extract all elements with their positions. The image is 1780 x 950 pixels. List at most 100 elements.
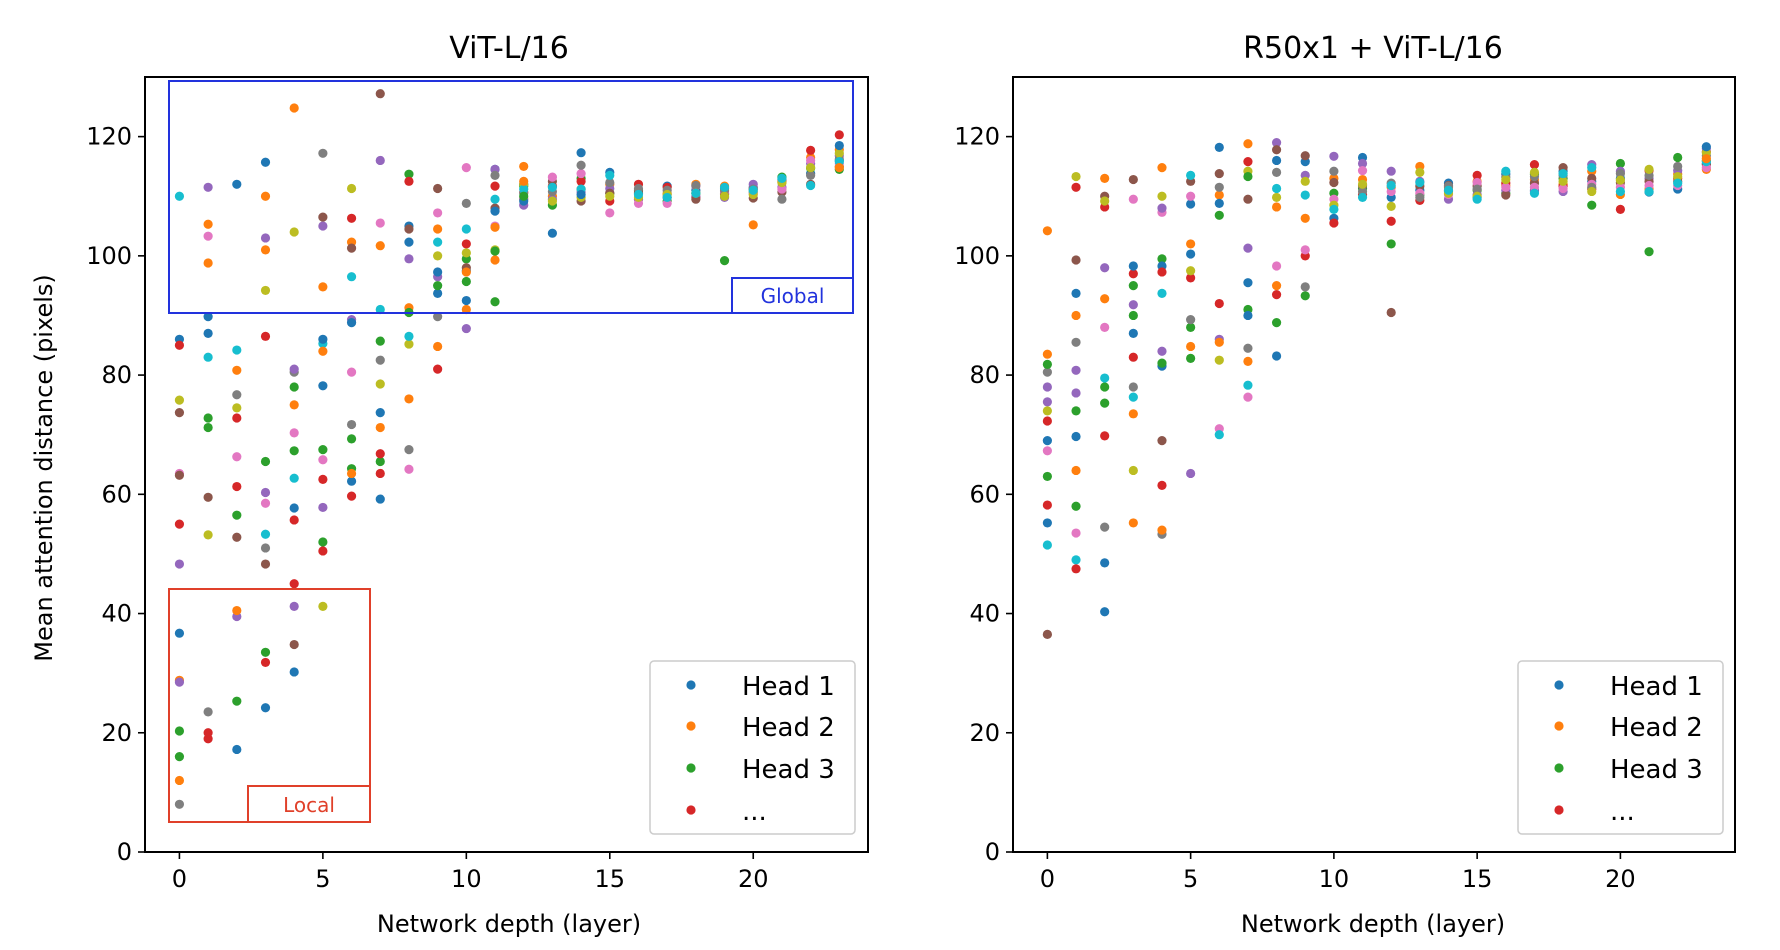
global-region-box	[168, 80, 854, 314]
right-data-point	[1271, 145, 1282, 155]
left-x-axis-label: Network depth (layer)	[377, 910, 641, 938]
left-data-point	[232, 605, 242, 616]
left-data-point	[318, 455, 328, 465]
left-data-point	[834, 148, 844, 158]
left-y-tick-label: 80	[101, 361, 132, 389]
right-data-point	[1157, 267, 1167, 277]
right-data-point	[1300, 245, 1310, 255]
left-data-point	[834, 140, 844, 151]
left-data-point	[232, 365, 242, 375]
right-data-point	[1186, 273, 1196, 283]
right-data-point	[1100, 263, 1110, 273]
right-x-axis-label: Network depth (layer)	[1241, 910, 1505, 938]
right-data-point	[1472, 194, 1482, 204]
right-data-point	[1300, 213, 1310, 223]
left-data-point	[174, 775, 185, 786]
local-label-box	[247, 785, 371, 823]
left-x-tick-label: 10	[451, 865, 482, 893]
right-data-point	[1529, 188, 1540, 198]
right-data-point	[1214, 182, 1224, 192]
left-data-point	[375, 422, 385, 433]
left-data-point	[260, 498, 271, 508]
right-legend-frame	[1517, 660, 1724, 835]
left-data-point	[404, 394, 414, 404]
right-data-point	[1644, 247, 1654, 257]
right-data-point	[1615, 175, 1625, 185]
left-y-tick-label: 20	[101, 719, 132, 747]
right-data-point	[1357, 165, 1368, 176]
left-data-point	[346, 434, 357, 444]
left-data-point	[375, 336, 385, 346]
right-data-point	[1186, 322, 1196, 332]
left-data-point	[318, 546, 328, 556]
left-data-point	[433, 224, 443, 234]
left-data-point	[289, 103, 299, 113]
left-data-point	[318, 334, 328, 344]
left-legend-marker-head-1	[686, 680, 696, 690]
right-data-point	[1271, 192, 1282, 203]
right-data-point	[1100, 382, 1110, 392]
left-data-point	[806, 170, 816, 180]
right-data-point	[1673, 152, 1683, 163]
right-data-point	[1329, 218, 1339, 228]
right-data-point	[1271, 289, 1282, 300]
left-data-point	[174, 470, 185, 480]
right-data-point	[1673, 161, 1683, 172]
left-data-point	[260, 487, 271, 498]
global-label: Global	[761, 284, 825, 308]
left-data-point	[289, 364, 299, 374]
left-legend-marker-more	[686, 805, 696, 815]
right-data-point	[1100, 398, 1110, 408]
right-legend-marker-head-2	[1554, 721, 1564, 731]
right-data-point	[1386, 239, 1396, 249]
left-x-tick-label: 15	[595, 865, 626, 893]
right-data-point	[1128, 300, 1138, 310]
left-data-point	[232, 744, 242, 755]
right-data-point	[1186, 249, 1196, 259]
right-data-point	[1186, 341, 1196, 352]
right-data-point	[1587, 200, 1597, 210]
left-annotation-boxes: Global Local	[168, 80, 854, 823]
left-data-point	[289, 601, 299, 611]
right-data-point	[1071, 555, 1081, 565]
left-data-point	[806, 145, 816, 155]
right-data-point	[1529, 160, 1540, 170]
left-data-point	[719, 256, 730, 266]
right-data-point	[1415, 192, 1425, 203]
right-data-point	[1243, 356, 1253, 366]
left-data-point	[346, 491, 357, 501]
right-data-point	[1386, 216, 1396, 226]
right-data-point	[1157, 191, 1167, 201]
left-y-tick-label: 60	[101, 480, 132, 508]
right-data-point	[1128, 328, 1138, 338]
left-data-point	[547, 182, 558, 192]
right-data-point	[1071, 288, 1081, 299]
left-data-point	[404, 464, 414, 474]
right-axes-frame	[1012, 76, 1736, 853]
left-data-point	[260, 157, 271, 167]
left-data-point	[605, 177, 615, 188]
left-plot-area	[174, 89, 844, 809]
left-data-point	[318, 381, 328, 391]
right-data-point	[1243, 139, 1253, 149]
left-data-point	[174, 395, 185, 405]
left-data-point	[461, 163, 471, 173]
left-data-point	[289, 473, 299, 483]
right-y-tick-label: 20	[969, 719, 1000, 747]
left-data-point	[691, 180, 701, 191]
right-data-point	[1042, 629, 1052, 640]
right-data-point	[1042, 518, 1052, 528]
right-data-point	[1214, 198, 1224, 208]
left-data-point	[605, 191, 615, 201]
right-data-point	[1386, 201, 1396, 211]
right-data-point	[1186, 170, 1196, 180]
right-legend-marker-head-3	[1554, 763, 1564, 773]
right-data-point	[1042, 446, 1052, 456]
right-data-point	[1157, 288, 1167, 299]
right-data-point	[1186, 191, 1196, 201]
right-data-point	[1472, 177, 1482, 188]
left-y-tick-label: 100	[86, 242, 132, 270]
right-y-tick-label: 100	[954, 242, 1000, 270]
left-data-point	[318, 601, 328, 611]
left-data-point	[433, 364, 443, 374]
